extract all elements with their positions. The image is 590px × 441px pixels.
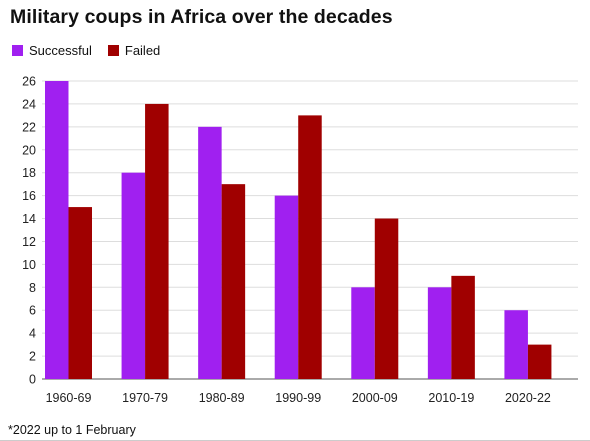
bar-failed [374, 218, 399, 379]
bar-successful [198, 126, 222, 379]
x-tick-label: 2020-22 [505, 391, 551, 405]
y-tick-label: 16 [22, 189, 36, 203]
x-tick-label: 2010-19 [428, 391, 474, 405]
y-tick-label: 6 [29, 304, 36, 318]
legend-label-successful: Successful [29, 43, 92, 58]
bar-failed [298, 115, 322, 379]
chart-title: Military coups in Africa over the decade… [10, 6, 393, 28]
bar-failed [527, 344, 552, 379]
bar-successful [45, 81, 69, 379]
bar-failed [68, 207, 92, 379]
footnote: *2022 up to 1 February [8, 423, 136, 437]
y-tick-label: 10 [22, 258, 36, 272]
y-tick-label: 2 [29, 350, 36, 364]
y-tick-label: 20 [22, 143, 36, 157]
y-tick-label: 26 [22, 75, 36, 89]
legend-label-failed: Failed [124, 43, 161, 58]
y-tick-label: 0 [29, 373, 36, 387]
bar-successful [121, 172, 146, 379]
x-tick-label: 1960-69 [46, 391, 92, 405]
y-tick-label: 14 [22, 212, 36, 226]
legend-item-successful: Successful [12, 43, 92, 58]
bar-failed [451, 275, 475, 379]
y-tick-label: 8 [29, 281, 36, 295]
bar-successful [351, 287, 375, 379]
bar-failed [221, 184, 246, 379]
x-tick-label: 1970-79 [122, 391, 168, 405]
y-tick-label: 12 [22, 235, 36, 249]
y-tick-label: 4 [29, 327, 36, 341]
legend-swatch-failed [107, 45, 119, 56]
bar-successful [504, 310, 528, 379]
x-tick-label: 2000-09 [352, 391, 398, 405]
bar-successful [427, 287, 452, 379]
y-tick-label: 24 [22, 97, 36, 111]
legend-item-failed: Failed [107, 43, 161, 58]
y-tick-label: 18 [22, 166, 36, 180]
legend-swatch-successful [12, 45, 23, 56]
y-tick-label: 22 [22, 120, 36, 134]
bar-successful [274, 195, 299, 379]
x-tick-label: 1990-99 [275, 391, 321, 405]
legend: Successful Failed [12, 43, 176, 58]
bar-failed [145, 103, 169, 379]
x-tick-label: 1980-89 [199, 391, 245, 405]
